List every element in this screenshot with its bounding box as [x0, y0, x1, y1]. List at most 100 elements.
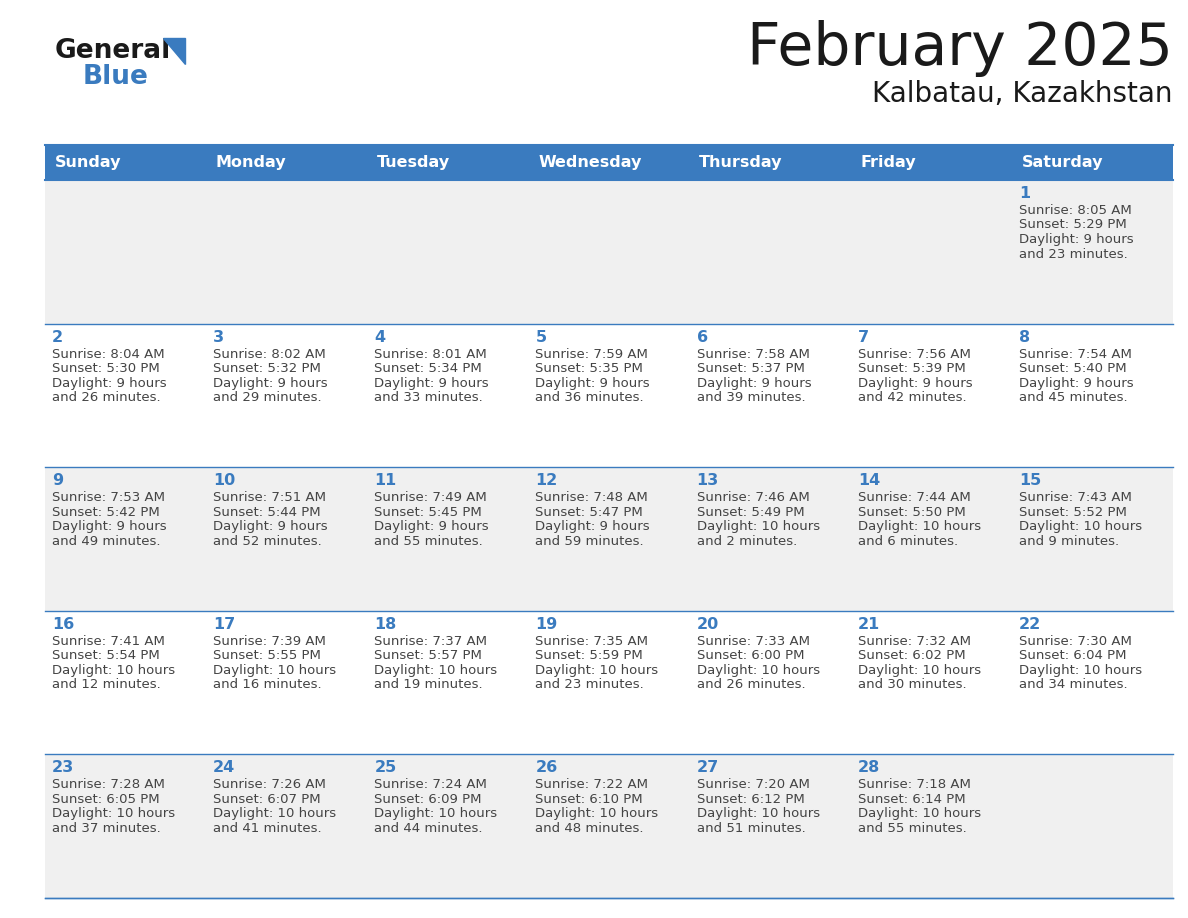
Text: 23: 23	[52, 760, 74, 776]
Text: Monday: Monday	[216, 155, 286, 170]
Text: Sunrise: 8:05 AM: Sunrise: 8:05 AM	[1019, 204, 1132, 217]
Text: Sunrise: 7:30 AM: Sunrise: 7:30 AM	[1019, 635, 1132, 648]
FancyBboxPatch shape	[689, 324, 851, 467]
Text: Sunrise: 7:41 AM: Sunrise: 7:41 AM	[52, 635, 165, 648]
Text: and 16 minutes.: and 16 minutes.	[213, 678, 322, 691]
Text: Daylight: 9 hours: Daylight: 9 hours	[52, 521, 166, 533]
Text: Sunrise: 7:33 AM: Sunrise: 7:33 AM	[696, 635, 809, 648]
Text: Daylight: 9 hours: Daylight: 9 hours	[374, 376, 489, 389]
Text: Sunrise: 7:24 AM: Sunrise: 7:24 AM	[374, 778, 487, 791]
Text: Daylight: 10 hours: Daylight: 10 hours	[213, 664, 336, 677]
FancyBboxPatch shape	[367, 180, 529, 324]
Text: Sunrise: 7:32 AM: Sunrise: 7:32 AM	[858, 635, 971, 648]
Text: and 37 minutes.: and 37 minutes.	[52, 822, 160, 834]
Text: Sunrise: 7:22 AM: Sunrise: 7:22 AM	[536, 778, 649, 791]
Text: and 9 minutes.: and 9 minutes.	[1019, 534, 1119, 548]
Text: Daylight: 10 hours: Daylight: 10 hours	[52, 664, 175, 677]
Text: 24: 24	[213, 760, 235, 776]
Polygon shape	[163, 38, 185, 64]
Text: Daylight: 10 hours: Daylight: 10 hours	[696, 664, 820, 677]
Text: Daylight: 9 hours: Daylight: 9 hours	[1019, 376, 1133, 389]
FancyBboxPatch shape	[851, 610, 1012, 755]
Text: Friday: Friday	[860, 155, 916, 170]
Text: Daylight: 9 hours: Daylight: 9 hours	[374, 521, 489, 533]
Text: 26: 26	[536, 760, 557, 776]
Text: Daylight: 10 hours: Daylight: 10 hours	[696, 521, 820, 533]
FancyBboxPatch shape	[367, 610, 529, 755]
Text: Sunset: 5:54 PM: Sunset: 5:54 PM	[52, 649, 159, 662]
Text: Sunset: 6:05 PM: Sunset: 6:05 PM	[52, 793, 159, 806]
Text: Daylight: 9 hours: Daylight: 9 hours	[52, 376, 166, 389]
FancyBboxPatch shape	[207, 180, 367, 324]
Text: Sunrise: 7:46 AM: Sunrise: 7:46 AM	[696, 491, 809, 504]
Text: Daylight: 10 hours: Daylight: 10 hours	[374, 664, 498, 677]
Text: and 36 minutes.: and 36 minutes.	[536, 391, 644, 404]
Text: 17: 17	[213, 617, 235, 632]
Text: Sunset: 6:02 PM: Sunset: 6:02 PM	[858, 649, 966, 662]
Text: and 49 minutes.: and 49 minutes.	[52, 534, 160, 548]
Text: and 44 minutes.: and 44 minutes.	[374, 822, 482, 834]
Text: Sunset: 5:59 PM: Sunset: 5:59 PM	[536, 649, 643, 662]
FancyBboxPatch shape	[45, 755, 207, 898]
Text: Sunset: 6:09 PM: Sunset: 6:09 PM	[374, 793, 482, 806]
Text: 27: 27	[696, 760, 719, 776]
Text: 10: 10	[213, 473, 235, 488]
Text: 19: 19	[536, 617, 557, 632]
Text: Sunset: 6:07 PM: Sunset: 6:07 PM	[213, 793, 321, 806]
Text: 9: 9	[52, 473, 63, 488]
Text: Sunset: 5:50 PM: Sunset: 5:50 PM	[858, 506, 966, 519]
Text: Sunset: 5:49 PM: Sunset: 5:49 PM	[696, 506, 804, 519]
Text: Sunset: 6:00 PM: Sunset: 6:00 PM	[696, 649, 804, 662]
Text: Tuesday: Tuesday	[377, 155, 450, 170]
Text: Saturday: Saturday	[1022, 155, 1102, 170]
Text: Daylight: 10 hours: Daylight: 10 hours	[536, 664, 658, 677]
FancyBboxPatch shape	[529, 145, 689, 180]
Text: Sunset: 5:30 PM: Sunset: 5:30 PM	[52, 362, 159, 375]
Text: and 51 minutes.: and 51 minutes.	[696, 822, 805, 834]
Text: Sunset: 5:39 PM: Sunset: 5:39 PM	[858, 362, 966, 375]
Text: Sunrise: 7:59 AM: Sunrise: 7:59 AM	[536, 348, 649, 361]
Text: Daylight: 10 hours: Daylight: 10 hours	[858, 664, 981, 677]
FancyBboxPatch shape	[1012, 180, 1173, 324]
Text: Sunrise: 7:35 AM: Sunrise: 7:35 AM	[536, 635, 649, 648]
Text: and 55 minutes.: and 55 minutes.	[858, 822, 967, 834]
Text: Sunset: 5:57 PM: Sunset: 5:57 PM	[374, 649, 482, 662]
FancyBboxPatch shape	[45, 467, 207, 610]
Text: Kalbatau, Kazakhstan: Kalbatau, Kazakhstan	[872, 80, 1173, 108]
FancyBboxPatch shape	[45, 180, 207, 324]
Text: Sunrise: 8:02 AM: Sunrise: 8:02 AM	[213, 348, 326, 361]
Text: and 6 minutes.: and 6 minutes.	[858, 534, 958, 548]
Text: Sunset: 5:47 PM: Sunset: 5:47 PM	[536, 506, 643, 519]
Text: Sunrise: 7:43 AM: Sunrise: 7:43 AM	[1019, 491, 1132, 504]
Text: and 26 minutes.: and 26 minutes.	[696, 678, 805, 691]
FancyBboxPatch shape	[207, 467, 367, 610]
Text: Sunrise: 7:54 AM: Sunrise: 7:54 AM	[1019, 348, 1132, 361]
Text: Sunday: Sunday	[55, 155, 121, 170]
Text: 5: 5	[536, 330, 546, 344]
Text: and 30 minutes.: and 30 minutes.	[858, 678, 966, 691]
Text: Sunset: 5:37 PM: Sunset: 5:37 PM	[696, 362, 804, 375]
Text: General: General	[55, 38, 171, 64]
Text: Sunset: 5:40 PM: Sunset: 5:40 PM	[1019, 362, 1126, 375]
Text: Daylight: 10 hours: Daylight: 10 hours	[1019, 521, 1142, 533]
Text: and 55 minutes.: and 55 minutes.	[374, 534, 484, 548]
Text: Sunrise: 7:20 AM: Sunrise: 7:20 AM	[696, 778, 809, 791]
FancyBboxPatch shape	[207, 755, 367, 898]
Text: Sunrise: 7:51 AM: Sunrise: 7:51 AM	[213, 491, 327, 504]
Text: Sunset: 6:10 PM: Sunset: 6:10 PM	[536, 793, 643, 806]
Text: Daylight: 9 hours: Daylight: 9 hours	[536, 376, 650, 389]
Text: 2: 2	[52, 330, 63, 344]
FancyBboxPatch shape	[367, 145, 529, 180]
Text: 14: 14	[858, 473, 880, 488]
Text: 21: 21	[858, 617, 880, 632]
FancyBboxPatch shape	[1012, 755, 1173, 898]
Text: Sunset: 5:35 PM: Sunset: 5:35 PM	[536, 362, 644, 375]
Text: Sunset: 5:52 PM: Sunset: 5:52 PM	[1019, 506, 1126, 519]
FancyBboxPatch shape	[207, 145, 367, 180]
Text: Blue: Blue	[83, 64, 148, 90]
Text: Daylight: 10 hours: Daylight: 10 hours	[858, 808, 981, 821]
Text: Daylight: 10 hours: Daylight: 10 hours	[213, 808, 336, 821]
FancyBboxPatch shape	[1012, 145, 1173, 180]
Text: 20: 20	[696, 617, 719, 632]
Text: Daylight: 9 hours: Daylight: 9 hours	[1019, 233, 1133, 246]
